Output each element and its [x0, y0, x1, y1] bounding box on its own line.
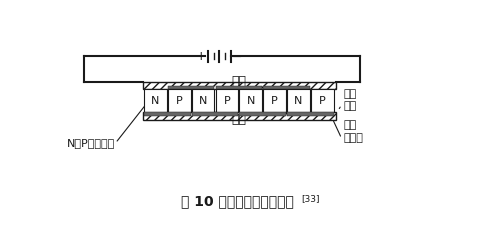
Bar: [167, 86, 214, 89]
Bar: [215, 89, 238, 112]
Bar: [144, 89, 166, 112]
Bar: [286, 89, 309, 112]
Text: 热端: 热端: [231, 75, 246, 89]
Text: P: P: [318, 96, 325, 106]
Text: 图 10 典型半导体制冷系统: 图 10 典型半导体制冷系统: [181, 194, 293, 208]
Text: +: +: [196, 51, 206, 63]
Text: N型P型半导体: N型P型半导体: [67, 138, 115, 148]
Bar: [239, 89, 262, 112]
Bar: [263, 86, 309, 89]
Text: 绝缘
陶瓷片: 绝缘 陶瓷片: [343, 121, 363, 143]
Bar: [142, 82, 336, 89]
Text: N: N: [246, 96, 254, 106]
Bar: [167, 89, 190, 112]
Text: N: N: [151, 96, 159, 106]
Bar: [286, 112, 333, 115]
Bar: [239, 112, 285, 115]
Text: P: P: [176, 96, 182, 106]
Text: −: −: [231, 51, 242, 63]
Text: P: P: [223, 96, 230, 106]
Bar: [191, 89, 214, 112]
Bar: [310, 89, 333, 112]
Bar: [142, 112, 336, 120]
Text: 冷端: 冷端: [231, 113, 246, 126]
Bar: [144, 112, 190, 115]
Text: N: N: [199, 96, 207, 106]
Text: [33]: [33]: [301, 194, 319, 203]
Bar: [215, 86, 262, 89]
Bar: [263, 89, 285, 112]
Text: 金属
导体: 金属 导体: [343, 89, 357, 111]
Text: P: P: [271, 96, 277, 106]
Bar: [191, 112, 238, 115]
Text: N: N: [294, 96, 302, 106]
